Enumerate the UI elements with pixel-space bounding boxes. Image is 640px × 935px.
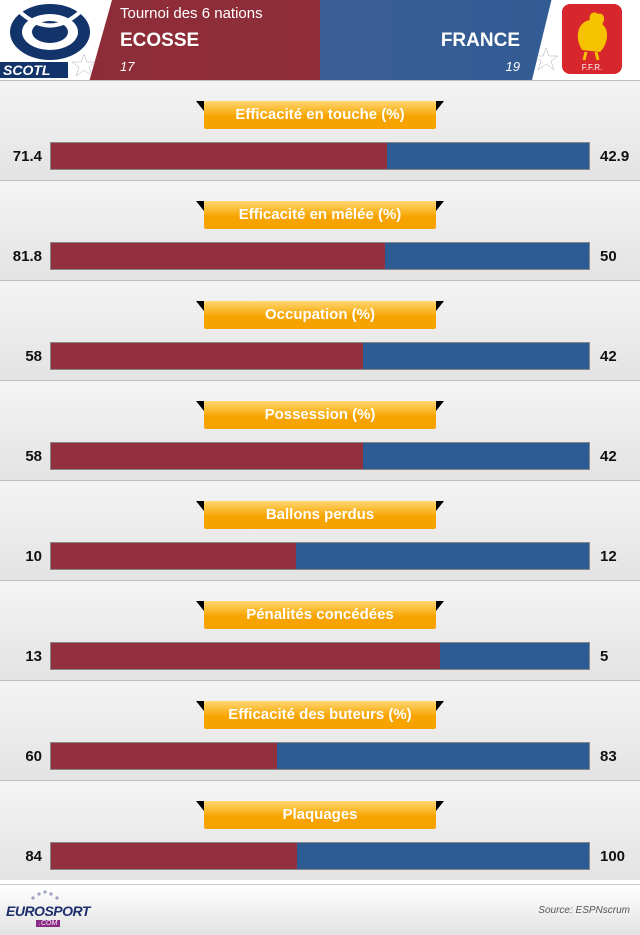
stat-panel: Possession (%) 58 42	[0, 380, 640, 480]
stat-title: Occupation (%)	[204, 301, 436, 329]
home-value: 84	[25, 848, 42, 865]
stat-bar	[50, 642, 590, 670]
stat-panel: Occupation (%) 58 42	[0, 280, 640, 380]
competition-title: Tournoi des 6 nations	[120, 5, 263, 22]
match-header: SCOTL Tournoi des 6 nations ECOSSE 17 FR…	[0, 0, 640, 80]
stars-icon	[31, 890, 59, 900]
away-value: 42	[600, 348, 617, 365]
stat-bar	[50, 442, 590, 470]
source-credit: Source: ESPNscrum	[538, 905, 630, 916]
stat-title: Efficacité des buteurs (%)	[204, 701, 436, 729]
home-bar-segment	[51, 443, 364, 469]
home-value: 60	[25, 748, 42, 765]
banner-fold-right	[436, 301, 444, 311]
home-team-name: ECOSSE	[120, 30, 200, 51]
banner-fold-right	[436, 601, 444, 611]
home-bar-segment	[51, 343, 364, 369]
france-logo: F.F.R.	[532, 0, 640, 80]
away-value: 50	[600, 248, 617, 265]
away-value: 100	[600, 848, 626, 865]
stat-title: Efficacité en mêlée (%)	[204, 201, 436, 229]
stat-bar	[50, 542, 590, 570]
away-team-name: FRANCE	[440, 30, 520, 51]
eurosport-logo-text: EUROSPORT	[6, 903, 90, 919]
stat-panel: Plaquages 84 100	[0, 780, 640, 880]
stat-panel: Pénalités concédées 13 5	[0, 580, 640, 680]
away-value: 42	[600, 448, 617, 465]
banner-fold-left	[196, 701, 204, 711]
home-bar-segment	[51, 243, 385, 269]
stat-panel: Efficacité en touche (%) 71.4 42.9	[0, 80, 640, 180]
stat-title: Possession (%)	[204, 401, 436, 429]
banner-fold-left	[196, 801, 204, 811]
banner-fold-left	[196, 101, 204, 111]
away-team-score: 19	[505, 59, 520, 74]
home-bar-segment	[51, 843, 297, 869]
stat-title: Ballons perdus	[204, 501, 436, 529]
home-team-score: 17	[120, 59, 135, 74]
footer: EUROSPORT .COM Source: ESPNscrum	[0, 884, 640, 935]
home-bar-segment	[51, 543, 296, 569]
stat-bar	[50, 342, 590, 370]
away-value: 83	[600, 748, 617, 765]
scotland-logo: SCOTL	[0, 0, 112, 80]
stat-panel: Ballons perdus 10 12	[0, 480, 640, 580]
home-bar-segment	[51, 743, 277, 769]
banner-fold-left	[196, 401, 204, 411]
home-value: 58	[25, 348, 42, 365]
home-value: 58	[25, 448, 42, 465]
stat-bar	[50, 842, 590, 870]
banner-fold-left	[196, 501, 204, 511]
home-value: 71.4	[12, 148, 42, 165]
france-logo-text: F.F.R.	[582, 63, 602, 72]
home-bar-segment	[51, 643, 440, 669]
stat-title: Pénalités concédées	[204, 601, 436, 629]
banner-fold-right	[436, 501, 444, 511]
stat-bar	[50, 742, 590, 770]
banner-fold-right	[436, 201, 444, 211]
away-value: 12	[600, 548, 617, 565]
eurosport-logo-com: .COM	[36, 920, 61, 927]
stat-title: Plaquages	[204, 801, 436, 829]
stat-title: Efficacité en touche (%)	[204, 101, 436, 129]
away-value: 42.9	[600, 148, 630, 165]
stat-panel: Efficacité des buteurs (%) 60 83	[0, 680, 640, 780]
banner-fold-left	[196, 201, 204, 211]
home-bar-segment	[51, 143, 388, 169]
banner-fold-right	[436, 701, 444, 711]
away-value: 5	[600, 648, 609, 665]
home-value: 13	[25, 648, 42, 665]
banner-fold-left	[196, 601, 204, 611]
scotland-logo-text: SCOTL	[3, 62, 50, 78]
stat-panel: Efficacité en mêlée (%) 81.8 50	[0, 180, 640, 280]
banner-fold-right	[436, 401, 444, 411]
home-value: 81.8	[12, 248, 42, 265]
banner-fold-right	[436, 101, 444, 111]
banner-fold-right	[436, 801, 444, 811]
stat-bar	[50, 242, 590, 270]
stat-bar	[50, 142, 590, 170]
home-value: 10	[25, 548, 42, 565]
banner-fold-left	[196, 301, 204, 311]
